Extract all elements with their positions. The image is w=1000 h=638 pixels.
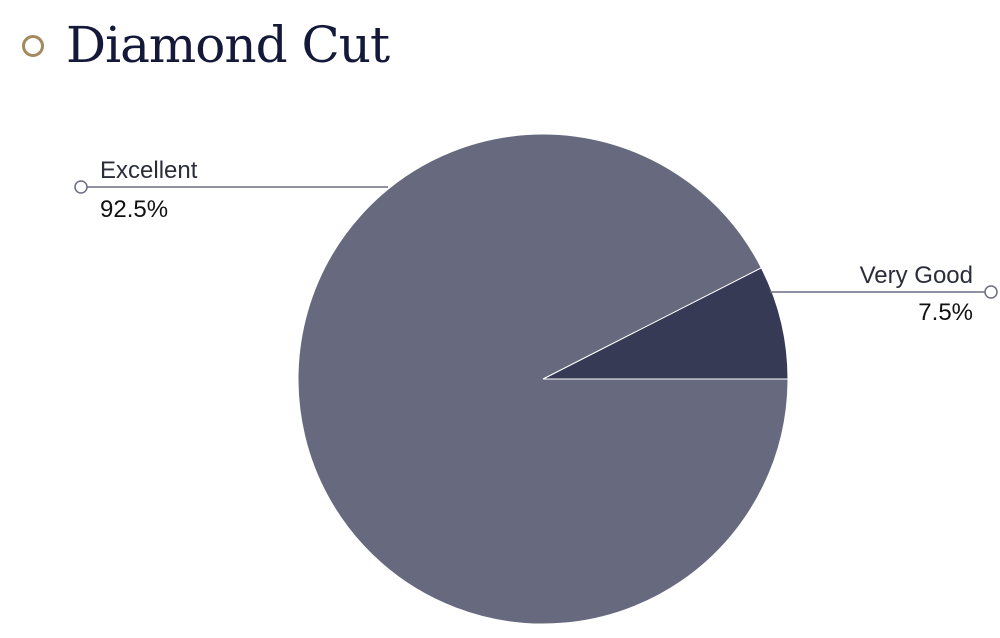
callout-excellent: Excellent 92.5%	[74, 157, 388, 223]
pie-slice-excellent	[297, 133, 789, 625]
ring-icon	[22, 35, 44, 57]
slice-value-excellent: 92.5%	[100, 196, 168, 223]
pie-slice-very-good	[542, 267, 789, 380]
slice-label-very-good: Very Good	[860, 262, 973, 289]
callout-very-good: Very Good 7.5%	[770, 262, 998, 326]
page-header: Diamond Cut	[22, 10, 390, 80]
callout-dot-excellent	[74, 180, 88, 194]
callout-dot-very-good	[984, 285, 998, 299]
slice-value-very-good: 7.5%	[918, 299, 973, 326]
pie-slices	[297, 133, 789, 625]
page-title: Diamond Cut	[66, 16, 390, 74]
slice-label-excellent: Excellent	[100, 157, 198, 184]
